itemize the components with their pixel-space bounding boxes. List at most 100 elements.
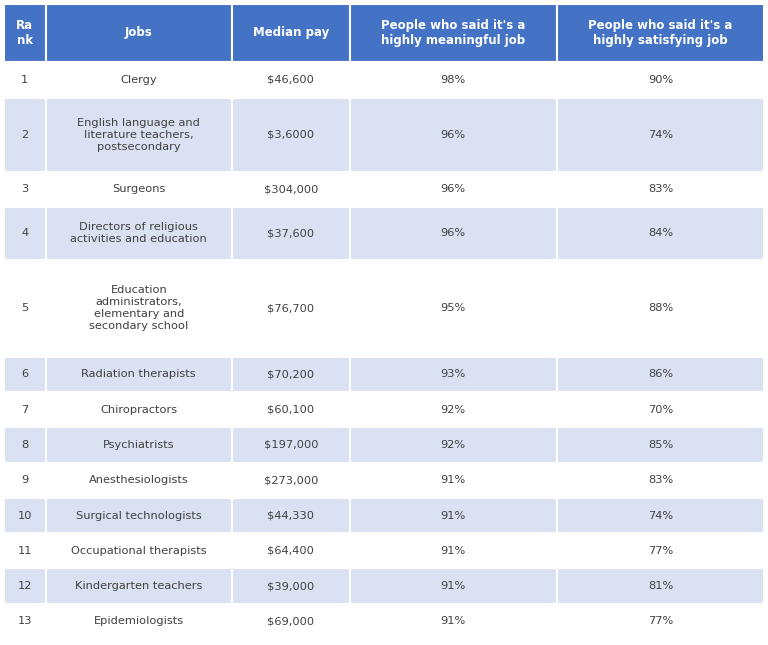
Text: 88%: 88%	[647, 303, 673, 313]
Text: 84%: 84%	[648, 228, 673, 239]
Text: $37,600: $37,600	[267, 228, 314, 239]
Bar	[349, 428, 557, 462]
Text: 96%: 96%	[441, 130, 465, 139]
Bar	[45, 462, 232, 498]
Bar	[349, 533, 557, 568]
Text: 74%: 74%	[648, 130, 673, 139]
Bar	[4, 207, 45, 260]
Bar	[45, 357, 232, 392]
Bar	[349, 172, 557, 207]
Text: 93%: 93%	[441, 370, 466, 379]
Text: Radiation therapists: Radiation therapists	[81, 370, 196, 379]
Bar	[45, 172, 232, 207]
Bar	[45, 604, 232, 639]
Bar	[232, 260, 349, 357]
Bar	[232, 172, 349, 207]
Text: 4: 4	[22, 228, 28, 239]
Text: 3: 3	[21, 184, 28, 194]
Text: Occupational therapists: Occupational therapists	[71, 546, 207, 556]
Text: 96%: 96%	[441, 228, 465, 239]
Bar	[4, 260, 45, 357]
Text: 74%: 74%	[648, 511, 673, 521]
Bar	[4, 172, 45, 207]
Bar	[232, 3, 349, 63]
Bar	[349, 97, 557, 172]
Text: 8: 8	[21, 440, 28, 450]
Bar	[232, 63, 349, 97]
Text: 9: 9	[21, 475, 28, 485]
Text: Ra
nk: Ra nk	[16, 19, 33, 47]
Text: $60,100: $60,100	[267, 404, 314, 415]
Text: 5: 5	[21, 303, 28, 313]
Text: 77%: 77%	[647, 617, 673, 626]
Text: 85%: 85%	[647, 440, 673, 450]
Text: Kindergarten teachers: Kindergarten teachers	[75, 581, 203, 591]
Text: 81%: 81%	[647, 581, 673, 591]
Bar	[4, 498, 45, 533]
Text: Surgeons: Surgeons	[112, 184, 165, 194]
Text: Surgical technologists: Surgical technologists	[76, 511, 202, 521]
Bar	[557, 533, 764, 568]
Text: $273,000: $273,000	[263, 475, 318, 485]
Bar	[349, 568, 557, 604]
Bar	[349, 604, 557, 639]
Text: Clergy: Clergy	[121, 75, 157, 85]
Text: 92%: 92%	[441, 404, 465, 415]
Text: Median pay: Median pay	[253, 26, 329, 39]
Bar	[232, 533, 349, 568]
Bar	[557, 172, 764, 207]
Bar	[557, 428, 764, 462]
Text: 91%: 91%	[441, 581, 466, 591]
Text: 2: 2	[22, 130, 28, 139]
Bar	[4, 428, 45, 462]
Bar	[4, 3, 45, 63]
Text: 12: 12	[18, 581, 32, 591]
Text: 95%: 95%	[441, 303, 466, 313]
Text: Directors of religious
activities and education: Directors of religious activities and ed…	[71, 223, 207, 244]
Text: 91%: 91%	[441, 546, 466, 556]
Bar	[45, 207, 232, 260]
Bar	[557, 498, 764, 533]
Bar	[45, 63, 232, 97]
Bar	[232, 604, 349, 639]
Bar	[45, 260, 232, 357]
Bar	[349, 357, 557, 392]
Text: 77%: 77%	[647, 546, 673, 556]
Bar	[232, 498, 349, 533]
Bar	[232, 462, 349, 498]
Text: $69,000: $69,000	[267, 617, 314, 626]
Bar	[4, 462, 45, 498]
Bar	[349, 260, 557, 357]
Bar	[349, 498, 557, 533]
Text: $39,000: $39,000	[267, 581, 314, 591]
Text: 11: 11	[18, 546, 32, 556]
Text: Chiropractors: Chiropractors	[100, 404, 177, 415]
Text: $197,000: $197,000	[263, 440, 318, 450]
Text: Epidemiologists: Epidemiologists	[94, 617, 184, 626]
Bar	[45, 392, 232, 428]
Bar	[557, 568, 764, 604]
Text: 98%: 98%	[441, 75, 466, 85]
Bar	[4, 533, 45, 568]
Text: 96%: 96%	[441, 184, 465, 194]
Bar	[4, 604, 45, 639]
Text: 7: 7	[21, 404, 28, 415]
Bar	[45, 428, 232, 462]
Text: 91%: 91%	[441, 511, 466, 521]
Bar	[4, 357, 45, 392]
Text: Anesthesiologists: Anesthesiologists	[89, 475, 189, 485]
Bar	[349, 63, 557, 97]
Bar	[557, 97, 764, 172]
Text: Jobs: Jobs	[125, 26, 153, 39]
Text: $46,600: $46,600	[267, 75, 314, 85]
Bar	[557, 207, 764, 260]
Bar	[4, 63, 45, 97]
Bar	[232, 428, 349, 462]
Text: 6: 6	[22, 370, 28, 379]
Text: $64,400: $64,400	[267, 546, 314, 556]
Bar	[349, 3, 557, 63]
Bar	[232, 392, 349, 428]
Text: 70%: 70%	[647, 404, 673, 415]
Text: Psychiatrists: Psychiatrists	[103, 440, 174, 450]
Bar	[557, 260, 764, 357]
